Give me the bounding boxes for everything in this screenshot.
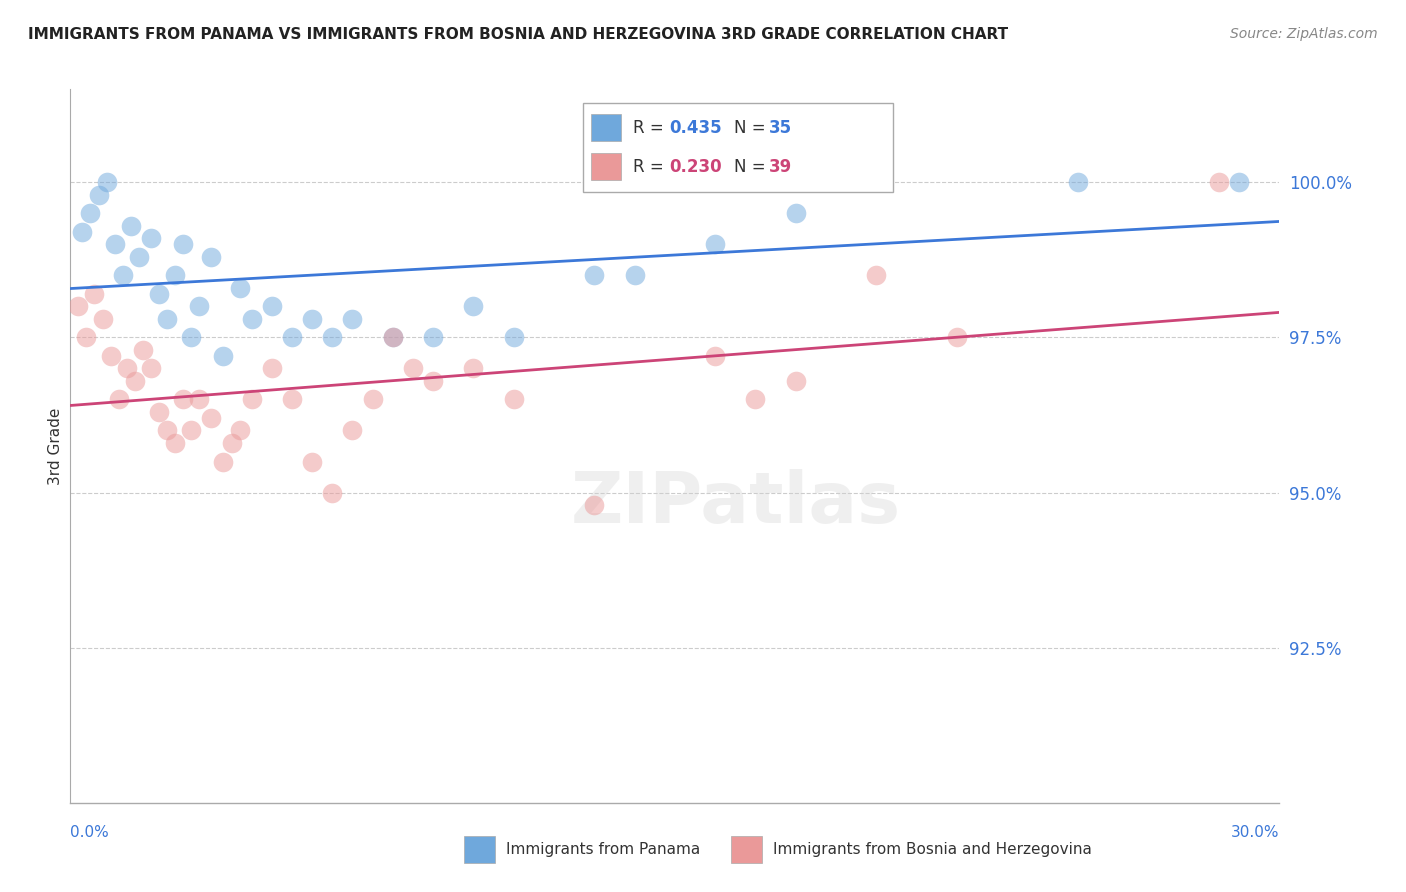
Point: [1227, 175, 1250, 189]
Point: [865, 175, 887, 189]
Text: 0.435: 0.435: [669, 119, 721, 136]
Text: N =: N =: [734, 119, 770, 136]
Point: [946, 330, 969, 344]
Point: [502, 330, 524, 344]
Point: [75, 330, 97, 344]
Point: [342, 311, 364, 326]
Point: [583, 268, 606, 283]
Text: 39: 39: [769, 158, 793, 176]
Point: [463, 299, 485, 313]
Point: [165, 436, 187, 450]
Point: [200, 411, 222, 425]
Point: [188, 392, 211, 407]
Text: R =: R =: [633, 158, 669, 176]
Point: [172, 392, 194, 407]
Point: [139, 231, 162, 245]
Point: [180, 424, 202, 438]
Point: [180, 330, 202, 344]
Point: [623, 268, 645, 283]
Point: [785, 374, 807, 388]
Point: [583, 498, 606, 512]
Text: 30.0%: 30.0%: [1232, 825, 1279, 840]
Point: [463, 361, 485, 376]
Point: [704, 237, 727, 252]
Point: [120, 219, 142, 233]
Point: [744, 392, 766, 407]
Point: [115, 361, 138, 376]
Point: [212, 454, 235, 468]
Point: [124, 374, 146, 388]
Point: [321, 485, 343, 500]
Point: [128, 250, 150, 264]
Point: [148, 405, 170, 419]
Point: [240, 311, 263, 326]
Point: [260, 299, 283, 313]
Point: [96, 175, 118, 189]
Point: [72, 225, 94, 239]
Point: [228, 424, 250, 438]
Y-axis label: 3rd Grade: 3rd Grade: [48, 408, 63, 484]
Text: ZIPatlas: ZIPatlas: [571, 468, 900, 538]
Point: [785, 206, 807, 220]
Point: [148, 287, 170, 301]
Point: [1208, 175, 1230, 189]
Point: [87, 187, 110, 202]
Point: [200, 250, 222, 264]
Point: [381, 330, 404, 344]
Text: N =: N =: [734, 158, 770, 176]
Point: [165, 268, 187, 283]
Point: [100, 349, 122, 363]
Point: [361, 392, 384, 407]
Point: [156, 311, 179, 326]
Text: Source: ZipAtlas.com: Source: ZipAtlas.com: [1230, 27, 1378, 41]
Point: [704, 349, 727, 363]
Point: [111, 268, 134, 283]
Point: [321, 330, 343, 344]
Point: [228, 281, 250, 295]
Point: [91, 311, 114, 326]
Point: [188, 299, 211, 313]
Text: 0.230: 0.230: [669, 158, 721, 176]
Point: [139, 361, 162, 376]
Point: [502, 392, 524, 407]
Point: [260, 361, 283, 376]
Point: [865, 268, 887, 283]
Text: 0.0%: 0.0%: [70, 825, 110, 840]
Point: [172, 237, 194, 252]
Point: [107, 392, 129, 407]
Point: [104, 237, 127, 252]
Text: Immigrants from Bosnia and Herzegovina: Immigrants from Bosnia and Herzegovina: [773, 842, 1092, 856]
Point: [1067, 175, 1090, 189]
Point: [422, 374, 444, 388]
Text: Immigrants from Panama: Immigrants from Panama: [506, 842, 700, 856]
Point: [79, 206, 101, 220]
Point: [301, 454, 323, 468]
Point: [342, 424, 364, 438]
Point: [132, 343, 155, 357]
Point: [281, 330, 304, 344]
Point: [422, 330, 444, 344]
Point: [67, 299, 90, 313]
Point: [281, 392, 304, 407]
Text: R =: R =: [633, 119, 669, 136]
Point: [381, 330, 404, 344]
Text: 35: 35: [769, 119, 792, 136]
Point: [221, 436, 243, 450]
Point: [402, 361, 425, 376]
Point: [83, 287, 105, 301]
Text: IMMIGRANTS FROM PANAMA VS IMMIGRANTS FROM BOSNIA AND HERZEGOVINA 3RD GRADE CORRE: IMMIGRANTS FROM PANAMA VS IMMIGRANTS FRO…: [28, 27, 1008, 42]
Point: [212, 349, 235, 363]
Point: [240, 392, 263, 407]
Point: [156, 424, 179, 438]
Point: [301, 311, 323, 326]
